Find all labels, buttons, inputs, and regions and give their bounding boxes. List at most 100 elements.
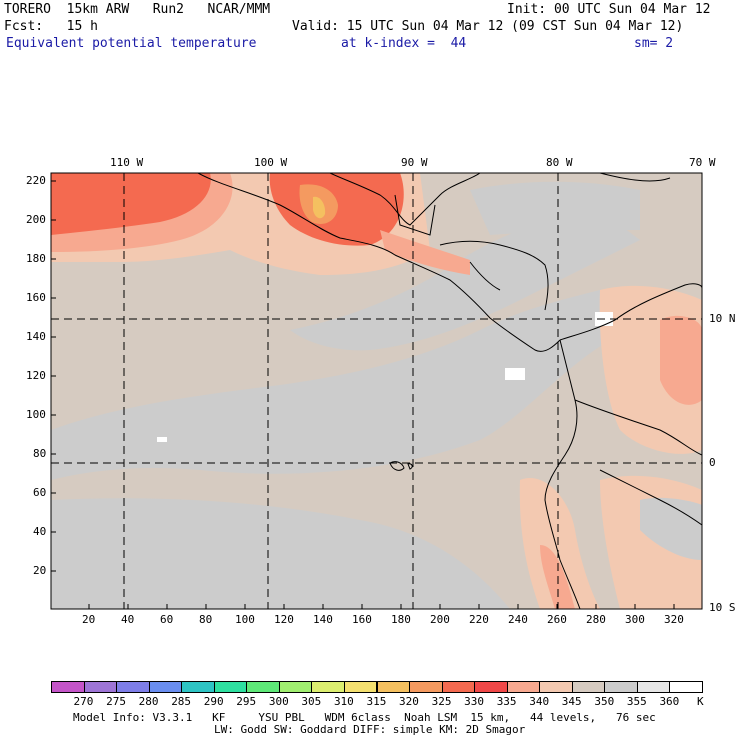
coastline-yucatan	[329, 173, 481, 226]
theta-e-map	[50, 172, 703, 610]
smoothing-label: sm= 2	[634, 36, 674, 51]
x-tick-label: 120	[274, 613, 294, 626]
colorbar-level-label: 320	[399, 695, 419, 708]
field-hot-east	[660, 315, 702, 405]
coastline-colombia	[559, 283, 702, 341]
x-tick-label: 60	[160, 613, 174, 626]
valid-time: Valid: 15 UTC Sun 04 Mar 12 (09 CST Sun …	[292, 19, 684, 34]
colorbar-swatch	[669, 681, 703, 693]
init-time: Init: 00 UTC Sun 04 Mar 12	[507, 2, 711, 17]
lat-label-10s: 10 S	[709, 601, 736, 614]
lon-label-100w: 100 W	[254, 156, 288, 169]
y-tick-label: 40	[33, 525, 47, 538]
lon-label-80w: 80 W	[546, 156, 573, 169]
field-spot	[157, 437, 167, 442]
lat-label-10n: 10 N	[709, 312, 736, 325]
x-tick-label: 40	[121, 613, 135, 626]
colorbar-level-label: 310	[333, 695, 354, 708]
coastlines	[197, 173, 702, 609]
island-cuba	[599, 173, 671, 182]
colorbar-swatch	[409, 681, 443, 693]
island-galapagos-east	[407, 463, 413, 470]
coastline-honduras	[439, 240, 549, 311]
field-name: Equivalent potential temperature	[6, 36, 257, 51]
border-mexico-guatemala	[394, 194, 436, 236]
colorbar-swatch	[311, 681, 345, 693]
colorbar-swatch	[441, 681, 476, 693]
x-tick-label: 140	[313, 613, 333, 626]
colorbar-level-label: 330	[464, 695, 485, 708]
colorbar-swatch	[571, 681, 606, 693]
field-low-patch-north	[290, 210, 640, 351]
colorbar-level-label: 355	[626, 695, 647, 708]
model-title: TORERO 15km ARW Run2 NCAR/MMM	[4, 2, 271, 17]
x-tick-label: 260	[547, 613, 567, 626]
colorbar-swatch	[83, 681, 118, 693]
x-tick-label: 20	[82, 613, 96, 626]
colorbar-level-label: 340	[529, 695, 550, 708]
colorbar-swatch	[474, 681, 508, 693]
y-tick-label: 220	[26, 174, 46, 187]
field-warm-peru	[519, 478, 600, 609]
colorbar-level-label: 300	[268, 695, 289, 708]
field-hot-mexico-max	[313, 196, 326, 219]
tick-marks	[51, 180, 675, 609]
lat-label-0: 0	[709, 456, 716, 469]
y-tick-label: 160	[26, 291, 46, 304]
colorbar-swatch	[213, 681, 248, 693]
x-tick-label: 220	[469, 613, 489, 626]
island-galapagos	[389, 461, 405, 471]
colorbar-level-label: 315	[366, 695, 387, 708]
map-frame	[50, 172, 703, 610]
colorbar-level-label: 325	[431, 695, 452, 708]
border-peru	[599, 469, 702, 526]
colorbar-swatch	[343, 681, 378, 693]
colorbar-swatch	[604, 681, 638, 693]
colorbar-swatch	[246, 681, 280, 693]
colorbar-level-label: 305	[301, 695, 322, 708]
colorbar-level-label: 335	[496, 695, 517, 708]
colorbar-swatch	[636, 681, 671, 693]
y-tick-label: 80	[33, 447, 47, 460]
colorbar-swatch	[148, 681, 183, 693]
colorbar-level-label: 270	[73, 695, 94, 708]
model-info: Model Info: V3.3.1 KF YSU PBL WDM 6class…	[73, 711, 656, 724]
field-low-se	[640, 497, 702, 560]
y-tick-label: 60	[33, 486, 47, 499]
border-andes	[574, 399, 702, 456]
y-tick-label: 200	[26, 213, 46, 226]
colorbar-swatch	[376, 681, 411, 693]
y-tick-label: 140	[26, 330, 46, 343]
coastline-mexico	[197, 173, 561, 352]
colorbar-swatch	[116, 681, 150, 693]
y-tick-label: 20	[33, 564, 47, 577]
colorbar-unit: K	[697, 695, 704, 708]
forecast-hour: Fcst: 15 h	[4, 19, 98, 34]
colorbar-swatch	[506, 681, 541, 693]
colorbar-level-label: 360	[659, 695, 680, 708]
colorbar-swatch	[51, 681, 85, 693]
field-hotter-nw	[51, 173, 211, 235]
physics-info: LW: Godd SW: Goddard DIFF: simple KM: 2D…	[214, 723, 526, 736]
colorbar-level-label: 285	[171, 695, 192, 708]
colorbar-level-label: 345	[561, 695, 582, 708]
x-tick-label: 100	[235, 613, 255, 626]
lon-label-70w: 70 W	[689, 156, 716, 169]
x-tick-label: 320	[664, 613, 684, 626]
y-tick-label: 120	[26, 369, 46, 382]
colorbar-swatch	[181, 681, 215, 693]
field-low-band-south	[51, 498, 510, 609]
y-tick-label: 100	[26, 408, 46, 421]
coastline-south-america	[544, 339, 581, 609]
x-tick-label: 200	[430, 613, 450, 626]
colorbar-swatch	[539, 681, 573, 693]
x-tick-label: 180	[391, 613, 411, 626]
x-tick-label: 240	[508, 613, 528, 626]
x-tick-label: 160	[352, 613, 372, 626]
border-nicaragua	[469, 261, 501, 291]
x-tick-label: 300	[625, 613, 645, 626]
y-tick-label: 180	[26, 252, 46, 265]
latlon-grid	[51, 173, 702, 609]
x-tick-label: 280	[586, 613, 606, 626]
field-warm-ca	[380, 230, 470, 275]
